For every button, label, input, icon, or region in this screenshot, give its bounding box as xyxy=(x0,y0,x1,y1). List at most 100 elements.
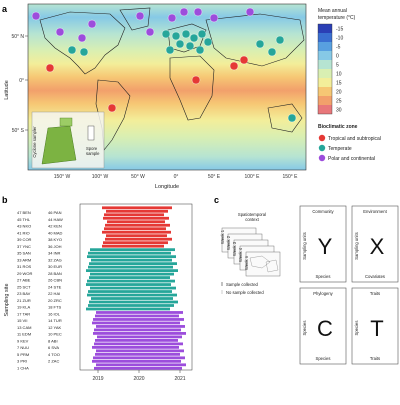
site-label: 30 EUR xyxy=(48,264,62,269)
site-label: 2 ZAC xyxy=(48,359,59,364)
site-label: 37 YNC xyxy=(17,244,31,249)
site-label: 28 BAN xyxy=(48,271,62,276)
model-box-side-label: Species xyxy=(354,321,359,336)
lon-tick-100w: 100° W xyxy=(92,174,109,180)
timeline-bar xyxy=(88,251,171,255)
timeline-bar xyxy=(105,237,172,241)
site-marker xyxy=(203,37,213,47)
site-label: 23 BAV xyxy=(17,291,31,296)
timeline-bar xyxy=(86,307,170,311)
site-label: 35 SAN xyxy=(17,251,31,256)
site-label: 42 KEN xyxy=(48,224,62,229)
continent-greenland xyxy=(119,7,151,31)
model-box xyxy=(299,287,347,365)
zone-swatch-temperate xyxy=(318,144,326,152)
continent-australia xyxy=(267,103,303,133)
timeline-bar xyxy=(94,328,181,332)
zone-label-polar: Polar and continental xyxy=(328,156,375,162)
site-marker xyxy=(87,19,97,29)
site-marker xyxy=(167,13,177,23)
lon-axis-title: Longitude xyxy=(155,184,179,190)
timeline-bar xyxy=(86,269,178,272)
site-marker xyxy=(267,47,277,57)
lon-tick-50e: 50° E xyxy=(208,174,221,180)
context-title-1: Spatiotemporal xyxy=(238,212,266,217)
lat-tick-0: 0° xyxy=(19,78,24,84)
model-box-letter: T xyxy=(370,316,383,341)
timeline-bar xyxy=(95,352,180,356)
site-label: 9 KEV xyxy=(17,338,29,343)
panel-a-label: a xyxy=(2,4,8,14)
timeline-bar xyxy=(96,363,186,367)
temp-tick-label: 20 xyxy=(336,89,342,95)
spore-tube-icon xyxy=(87,125,95,141)
site-label: 7 NUU xyxy=(17,345,29,350)
site-label: 36 JOH xyxy=(48,244,62,249)
timeline-bar xyxy=(96,349,184,353)
site-marker xyxy=(181,29,191,39)
site-label: 38 KYO xyxy=(48,237,62,242)
site-label: 12 YAK xyxy=(48,325,62,330)
temp-tick-label: -5 xyxy=(336,44,341,50)
site-label: 19 KLA xyxy=(17,305,30,310)
temp-tick-label: -10 xyxy=(336,35,343,41)
site-label: 4 TOO xyxy=(48,352,60,357)
temp-swatch xyxy=(318,60,332,69)
timeline-bar xyxy=(93,356,185,360)
timeline-bar xyxy=(91,297,173,300)
timeline-bar xyxy=(102,230,171,234)
timeline-bar xyxy=(89,262,177,266)
site-label: 6 SVA xyxy=(48,345,59,350)
timeline-bar xyxy=(95,314,179,318)
timeline-bar xyxy=(96,325,185,328)
site-marker xyxy=(185,41,195,51)
timeline-bar xyxy=(107,220,165,224)
site-marker xyxy=(107,103,117,113)
site-label: 17 TAR xyxy=(17,311,30,316)
inset-label-spore: Spore xyxy=(86,146,98,151)
site-marker xyxy=(193,7,203,17)
site-marker xyxy=(31,11,41,21)
week-stack: Week 1 Week 2 Week 3 Week 4 Week n xyxy=(220,227,281,277)
site-label: 31 ROS xyxy=(17,264,32,269)
continent-north-america xyxy=(39,11,126,75)
site-label: 5 PRM xyxy=(17,352,29,357)
context-title-2: context xyxy=(245,217,259,222)
site-label: 47 BEN xyxy=(17,210,31,215)
site-marker xyxy=(175,39,185,49)
site-label: 41 RIO xyxy=(17,230,30,235)
site-label: 46 PAN xyxy=(48,210,62,215)
model-matrices: Community Y Sampling units Species Environme… xyxy=(299,205,399,365)
temp-tick-label: 30 xyxy=(336,107,342,113)
sample-legend: Sample collected No sample collected xyxy=(221,282,264,295)
timeline-bar xyxy=(93,332,186,335)
site-axis-title: Sampling site xyxy=(4,283,10,316)
legend-no-sample: No sample collected xyxy=(226,290,264,295)
site-marker xyxy=(45,63,55,73)
site-label: 20 ZRC xyxy=(48,298,62,303)
site-label: 15 VII xyxy=(17,318,27,323)
timeline-bar xyxy=(102,206,172,210)
model-box-side-label: Species xyxy=(302,321,307,336)
inset-label-sampler: Cyclone sampler xyxy=(32,126,37,158)
model-box-bottom-label: Species xyxy=(316,274,331,279)
temp-tick-label: -15 xyxy=(336,26,343,32)
site-label: 45 THL xyxy=(17,217,31,222)
site-marker xyxy=(209,13,219,23)
site-marker xyxy=(77,33,87,43)
model-box-title: Community xyxy=(312,209,334,214)
year-tick-2021: 2021 xyxy=(174,376,185,382)
week-label-1: Week 1 xyxy=(220,229,225,244)
site-marker xyxy=(161,29,171,39)
site-label: 18 FTS xyxy=(48,305,61,310)
continent-asia xyxy=(205,13,305,67)
lon-tick-150w: 150° W xyxy=(54,174,71,180)
site-label: 24 STE xyxy=(48,284,62,289)
site-label: 11 EDM xyxy=(17,332,31,337)
site-label: 13 CAM xyxy=(17,325,31,330)
model-box xyxy=(351,287,399,365)
site-marker xyxy=(255,39,265,49)
zone-label-temperate: Temperate xyxy=(328,146,352,152)
